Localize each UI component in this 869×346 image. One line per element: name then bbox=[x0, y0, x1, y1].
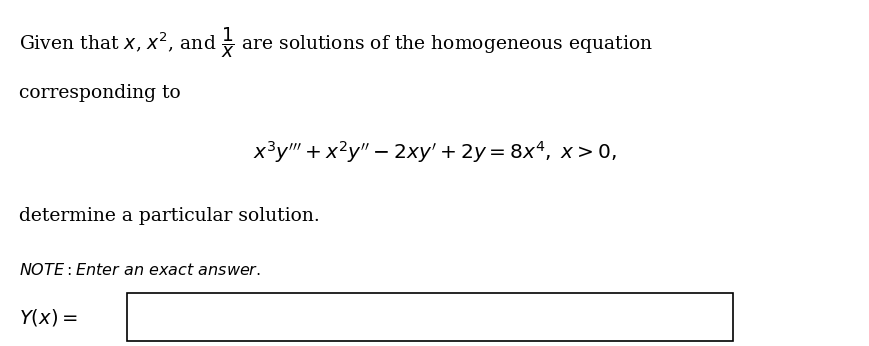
Text: Given that $x$, $x^2$, and $\dfrac{1}{x}$ are solutions of the homogeneous equat: Given that $x$, $x^2$, and $\dfrac{1}{x}… bbox=[19, 25, 653, 60]
Text: determine a particular solution.: determine a particular solution. bbox=[19, 207, 320, 225]
Text: $x^3y''' + x^2y'' - 2xy' + 2y = 8x^4, \; x > 0,$: $x^3y''' + x^2y'' - 2xy' + 2y = 8x^4, \;… bbox=[253, 139, 616, 165]
Text: corresponding to: corresponding to bbox=[19, 84, 181, 102]
FancyBboxPatch shape bbox=[127, 293, 733, 341]
Text: $\it{NOTE: Enter\ an\ exact\ answer.}$: $\it{NOTE: Enter\ an\ exact\ answer.}$ bbox=[19, 262, 261, 279]
Text: $Y(x) =$: $Y(x) =$ bbox=[19, 307, 77, 328]
